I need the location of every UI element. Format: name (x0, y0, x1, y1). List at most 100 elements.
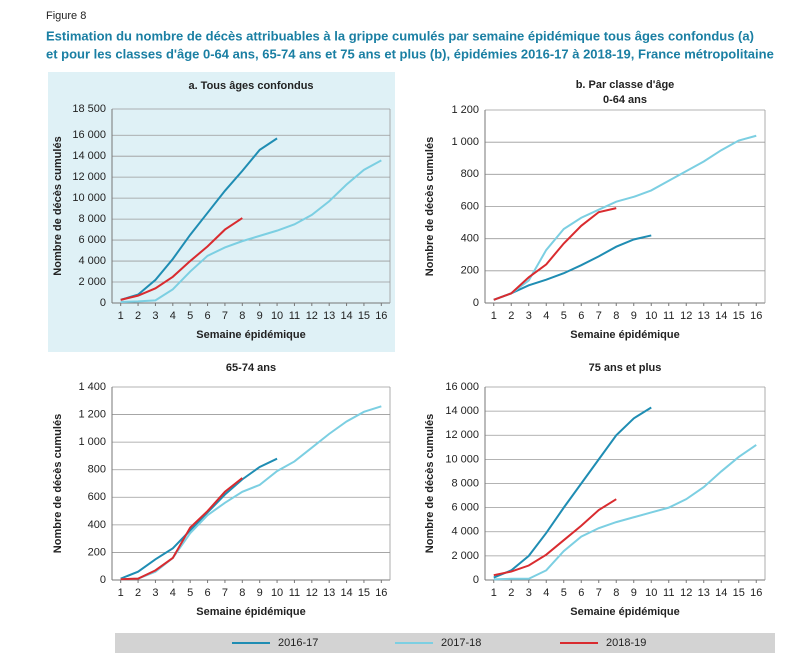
series-line (120, 457, 278, 580)
x-tick-label: 9 (257, 310, 263, 322)
x-tick-label: 5 (561, 310, 567, 322)
series-line (120, 217, 243, 301)
series-line (120, 159, 382, 303)
x-tick-label: 6 (578, 587, 584, 599)
x-tick-label: 3 (526, 310, 532, 322)
x-tick-label: 2 (135, 587, 141, 599)
y-tick-label: 1 400 (78, 381, 106, 393)
y-axis-label: Nombre de décès cumulés (52, 136, 64, 275)
x-tick-label: 15 (358, 310, 370, 322)
x-tick-label: 11 (289, 310, 300, 322)
series-line (493, 444, 757, 581)
y-tick-label: 1 200 (78, 408, 106, 420)
chart-title: a. Tous âges confondus (188, 80, 313, 92)
x-tick-label: 2 (508, 587, 514, 599)
legend-label: 2018-19 (606, 637, 646, 649)
x-tick-label: 7 (596, 310, 602, 322)
x-tick-label: 10 (271, 587, 283, 599)
x-tick-label: 16 (375, 587, 387, 599)
y-tick-label: 600 (461, 200, 479, 212)
y-tick-label: 4 000 (78, 255, 106, 267)
x-tick-label: 1 (491, 587, 497, 599)
series-line (120, 405, 382, 581)
y-tick-label: 2 000 (451, 550, 479, 562)
x-tick-label: 1 (118, 310, 124, 322)
x-tick-label: 10 (271, 310, 283, 322)
x-tick-label: 2 (135, 310, 141, 322)
x-tick-label: 1 (491, 310, 497, 322)
x-tick-label: 7 (222, 587, 228, 599)
chart-subtitle: 0-64 ans (603, 94, 647, 106)
x-tick-label: 4 (543, 587, 549, 599)
series-line (493, 406, 652, 579)
figure-title: Estimation du nombre de décès attribuabl… (46, 28, 754, 43)
x-tick-label: 4 (170, 587, 176, 599)
x-tick-label: 11 (663, 587, 674, 599)
series-line (493, 234, 652, 301)
x-tick-label: 4 (543, 310, 549, 322)
x-tick-label: 6 (205, 310, 211, 322)
panel-background (48, 72, 395, 352)
x-tick-label: 5 (187, 587, 193, 599)
x-tick-label: 7 (596, 587, 602, 599)
y-tick-label: 16 000 (445, 381, 479, 393)
x-tick-label: 12 (680, 310, 692, 322)
x-tick-label: 16 (750, 310, 762, 322)
x-tick-label: 13 (323, 310, 335, 322)
x-tick-label: 13 (698, 310, 710, 322)
y-tick-label: 600 (88, 491, 106, 503)
y-tick-label: 8 000 (451, 477, 479, 489)
series-line (120, 137, 278, 301)
x-tick-label: 3 (526, 587, 532, 599)
y-tick-label: 200 (88, 546, 106, 558)
y-tick-label: 14 000 (72, 150, 106, 162)
x-tick-label: 11 (663, 310, 674, 322)
y-tick-label: 0 (473, 297, 479, 309)
x-tick-label: 15 (358, 587, 370, 599)
x-tick-label: 8 (613, 587, 619, 599)
x-tick-label: 5 (561, 587, 567, 599)
y-tick-label: 4 000 (451, 526, 479, 538)
x-tick-label: 6 (578, 310, 584, 322)
chart-title: b. Par classe d'âge (576, 79, 675, 91)
series-line (120, 477, 243, 581)
y-tick-label: 6 000 (78, 234, 106, 246)
y-tick-label: 200 (461, 265, 479, 277)
y-axis-label: Nombre de décès cumulés (52, 414, 64, 553)
legend-label: 2017-18 (441, 637, 481, 649)
x-tick-label: 14 (340, 310, 352, 322)
y-tick-label: 12 000 (445, 429, 479, 441)
legend-label: 2016-17 (278, 637, 318, 649)
y-tick-label: 1 000 (451, 136, 479, 148)
x-tick-label: 9 (631, 310, 637, 322)
x-tick-label: 1 (118, 587, 124, 599)
x-tick-label: 9 (631, 587, 637, 599)
x-tick-label: 2 (508, 310, 514, 322)
x-tick-label: 11 (289, 587, 300, 599)
series-line (493, 134, 757, 301)
y-tick-label: 400 (88, 519, 106, 531)
x-tick-label: 10 (645, 310, 657, 322)
x-tick-label: 6 (205, 587, 211, 599)
x-tick-label: 13 (323, 587, 335, 599)
y-tick-label: 18 500 (72, 103, 106, 115)
y-tick-label: 16 000 (72, 129, 106, 141)
y-tick-label: 400 (461, 233, 479, 245)
x-tick-label: 5 (187, 310, 193, 322)
series-line (493, 498, 617, 577)
series-line (493, 207, 617, 301)
chart-title: 65-74 ans (226, 362, 276, 374)
x-tick-label: 10 (645, 587, 657, 599)
chart-title: 75 ans et plus (589, 362, 662, 374)
y-tick-label: 1 000 (78, 436, 106, 448)
x-axis-label: Semaine épidémique (570, 329, 679, 341)
y-tick-label: 10 000 (445, 453, 479, 465)
y-tick-label: 10 000 (72, 192, 106, 204)
x-tick-label: 13 (698, 587, 710, 599)
x-tick-label: 14 (340, 587, 352, 599)
y-axis-label: Nombre de décès cumulés (424, 137, 436, 276)
figure-label: Figure 8 (46, 10, 86, 22)
y-tick-label: 2 000 (78, 276, 106, 288)
y-tick-label: 0 (473, 574, 479, 586)
